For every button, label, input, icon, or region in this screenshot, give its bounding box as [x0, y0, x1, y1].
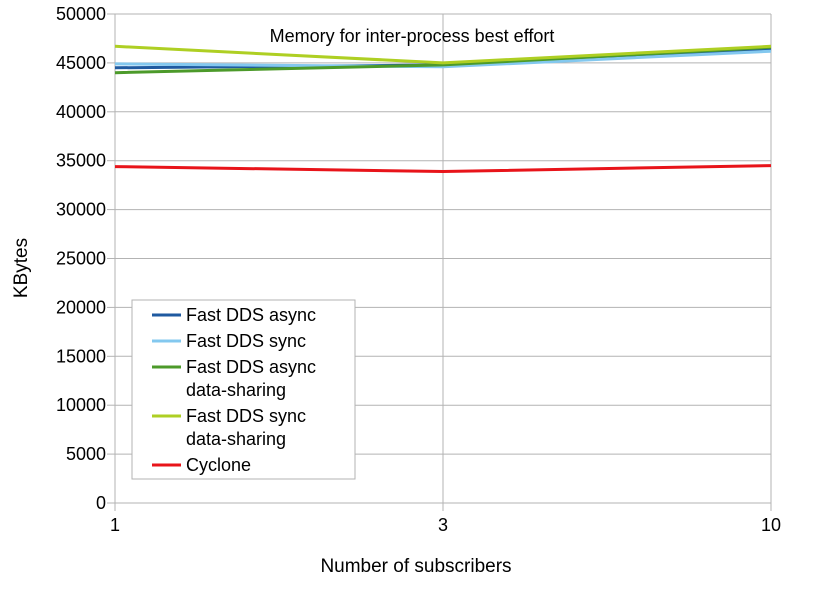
- legend-label-line: Fast DDS async: [186, 305, 316, 325]
- legend-box: [131, 299, 356, 480]
- x-axis-title: Number of subscribers: [320, 556, 511, 577]
- legend-label: Cyclone: [186, 455, 251, 475]
- x-tick-label: 1: [110, 515, 120, 535]
- y-tick-label: 50000: [56, 4, 106, 24]
- axes: [107, 13, 772, 511]
- legend-label-line: Cyclone: [186, 455, 251, 475]
- series-line-3: [114, 44, 772, 65]
- legend-label: Fast DDS sync data-sharing: [186, 406, 306, 449]
- y-tick-label: 10000: [56, 395, 106, 415]
- x-tick-labels: 1 3 10: [110, 515, 781, 535]
- y-tick-label: 5000: [66, 444, 106, 464]
- y-tick-label: 45000: [56, 53, 106, 73]
- legend-label: Fast DDS async: [186, 305, 316, 325]
- legend-label-line: data-sharing: [186, 380, 286, 400]
- y-tick-label: 25000: [56, 249, 106, 269]
- y-axis-title: KBytes: [11, 238, 32, 298]
- y-tick-label: 35000: [56, 151, 106, 171]
- x-tick-label: 10: [761, 515, 781, 535]
- legend-label: Fast DDS async data-sharing: [186, 357, 316, 400]
- y-tick-label: 15000: [56, 346, 106, 366]
- y-tick-label: 40000: [56, 102, 106, 122]
- legend-label-line: Fast DDS async: [186, 357, 316, 377]
- legend-label-line: Fast DDS sync: [186, 406, 306, 426]
- chart-title: Memory for inter-process best effort: [270, 26, 555, 46]
- series-line-1: [114, 49, 772, 69]
- x-tick-label: 3: [438, 515, 448, 535]
- series-lines: [114, 44, 772, 173]
- legend-label-line: Fast DDS sync: [186, 331, 306, 351]
- y-tick-labels: 0 5000 10000 15000 20000 25000 30000 35000 40000…: [56, 4, 106, 513]
- legend: Fast DDS async Fast DDS sync Fast DDS asyn…: [131, 299, 356, 480]
- y-tick-label: 0: [96, 493, 106, 513]
- legend-label: Fast DDS sync: [186, 331, 306, 351]
- y-tick-label: 30000: [56, 200, 106, 220]
- series-line-4: [114, 164, 772, 173]
- legend-label-line: data-sharing: [186, 429, 286, 449]
- y-tick-label: 20000: [56, 297, 106, 317]
